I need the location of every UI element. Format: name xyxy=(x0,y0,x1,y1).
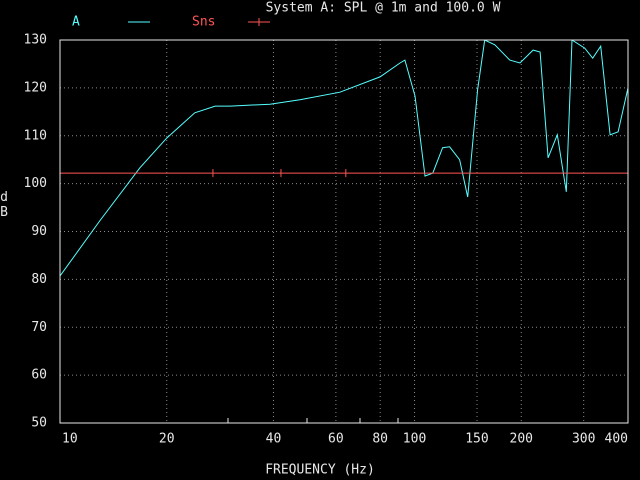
y-tick-label: 120 xyxy=(24,80,47,95)
y-tick-label: 60 xyxy=(31,368,47,383)
x-tick-label: 200 xyxy=(510,432,533,447)
minor-ticks xyxy=(227,418,399,423)
x-tick-label: 40 xyxy=(266,432,282,447)
x-tick-label: 10 xyxy=(62,432,78,447)
y-tick-label: 110 xyxy=(24,128,47,143)
y-tick-label: 50 xyxy=(31,416,47,431)
y-tick-label: 90 xyxy=(31,224,47,239)
x-tick-label: 150 xyxy=(465,432,488,447)
y-tick-label: 100 xyxy=(24,176,47,191)
y-tick-label: 70 xyxy=(31,320,47,335)
x-tick-label: 100 xyxy=(403,432,426,447)
y-tick-label: 80 xyxy=(31,272,47,287)
x-tick-label: 20 xyxy=(159,432,175,447)
plot-frame xyxy=(59,39,629,424)
chart-title: System A: SPL @ 1m and 100.0 W xyxy=(266,1,501,16)
y-axis-label: dB xyxy=(0,190,12,220)
x-axis-label: FREQUENCY (Hz) xyxy=(265,463,375,478)
legend-label: Sns xyxy=(192,15,215,30)
grid: 50 60 70 80 90 100 110 120 130 10 20 40 60 80 100 150 20… xyxy=(24,33,629,447)
y-tick-label: 130 xyxy=(24,33,47,48)
x-tick-label: 400 xyxy=(605,432,628,447)
series-line xyxy=(60,40,628,277)
plot xyxy=(60,40,628,277)
legend-label: A xyxy=(72,15,80,30)
x-tick-label: 80 xyxy=(372,432,388,447)
x-tick-label: 300 xyxy=(572,432,595,447)
legend: A Sns xyxy=(72,15,270,30)
x-tick-label: 60 xyxy=(328,432,344,447)
